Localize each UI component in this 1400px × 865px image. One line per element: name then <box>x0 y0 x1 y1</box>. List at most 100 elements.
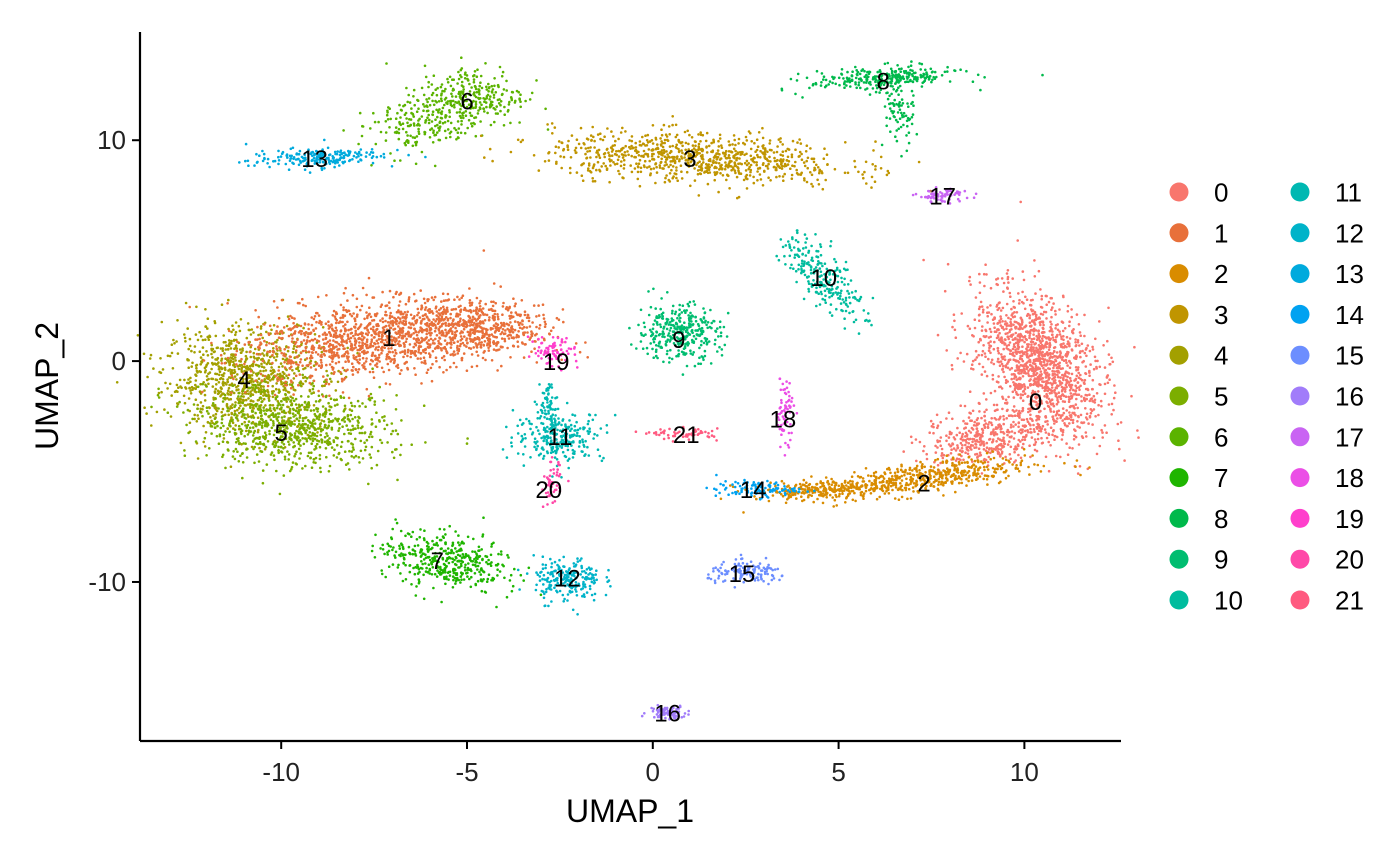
data-point <box>282 425 285 429</box>
data-point <box>673 160 677 163</box>
data-point <box>222 381 225 384</box>
data-point <box>237 406 241 410</box>
data-point <box>430 83 434 86</box>
data-point <box>569 171 572 175</box>
data-point <box>474 105 478 108</box>
data-point <box>193 413 196 417</box>
data-point <box>761 126 764 130</box>
data-point <box>745 163 749 167</box>
data-point <box>446 292 450 296</box>
data-point <box>452 103 456 107</box>
data-point <box>584 341 587 344</box>
data-point <box>623 151 627 154</box>
data-point <box>660 128 663 131</box>
data-point <box>299 384 302 387</box>
data-point <box>879 155 883 159</box>
data-point <box>445 334 448 337</box>
data-point <box>251 434 255 437</box>
data-point <box>823 147 826 150</box>
data-point <box>255 152 258 156</box>
data-point <box>402 355 405 359</box>
data-point <box>745 139 749 142</box>
data-point <box>289 379 293 383</box>
data-point <box>311 431 315 435</box>
data-point <box>276 425 280 429</box>
data-point <box>255 161 259 164</box>
data-point <box>346 335 350 338</box>
data-point <box>220 357 224 361</box>
data-point <box>759 156 762 159</box>
data-point <box>297 447 301 451</box>
data-point <box>367 394 371 398</box>
data-point <box>172 338 175 342</box>
data-point <box>609 146 613 149</box>
data-point <box>414 343 418 347</box>
data-point <box>331 160 335 164</box>
data-point <box>208 422 212 425</box>
data-point <box>268 407 272 410</box>
data-point <box>743 161 747 165</box>
data-point <box>406 354 409 358</box>
data-point <box>675 166 678 169</box>
data-point <box>917 160 921 164</box>
data-point <box>719 172 722 175</box>
data-point <box>467 118 471 122</box>
data-point <box>341 354 345 358</box>
data-point <box>456 348 459 352</box>
data-point <box>422 93 426 97</box>
data-point <box>604 164 607 168</box>
data-point <box>715 161 718 165</box>
data-point <box>198 330 201 334</box>
data-point <box>401 316 405 319</box>
data-point <box>297 430 300 434</box>
data-point <box>328 355 331 359</box>
data-point <box>396 363 400 367</box>
data-point <box>636 177 640 181</box>
data-point <box>307 327 311 331</box>
data-point <box>448 132 452 135</box>
data-point <box>352 154 356 158</box>
data-point <box>359 158 362 161</box>
data-point <box>602 152 606 156</box>
data-point <box>683 130 687 134</box>
cluster-5-points <box>150 365 469 496</box>
data-point <box>676 179 679 182</box>
data-point <box>171 367 175 370</box>
data-point <box>475 350 479 354</box>
data-point <box>340 377 344 381</box>
data-point <box>255 453 259 456</box>
data-point <box>272 324 276 327</box>
data-point <box>336 150 340 153</box>
data-point <box>292 321 295 325</box>
data-point <box>310 345 314 349</box>
data-point <box>355 305 359 309</box>
data-point <box>483 100 486 103</box>
data-point <box>603 135 606 138</box>
data-point <box>195 366 198 370</box>
data-point <box>228 344 231 348</box>
data-point <box>233 370 237 374</box>
data-point <box>509 334 512 337</box>
data-point <box>332 440 336 444</box>
data-point <box>182 394 186 398</box>
data-point <box>763 155 766 158</box>
data-point <box>242 395 245 398</box>
data-point <box>900 67 903 70</box>
data-point <box>615 162 619 166</box>
data-point <box>342 396 346 400</box>
data-point <box>793 164 796 168</box>
data-point <box>391 319 395 323</box>
data-point <box>363 326 367 330</box>
points-layer <box>115 56 1140 721</box>
data-point <box>465 442 469 445</box>
data-point <box>538 323 542 327</box>
data-point <box>312 348 315 352</box>
data-point <box>659 137 662 140</box>
data-point <box>671 123 674 127</box>
data-point <box>279 403 282 407</box>
data-point <box>232 360 235 364</box>
data-point <box>761 184 765 187</box>
data-point <box>715 152 718 155</box>
data-point <box>351 446 355 449</box>
data-point <box>237 395 240 398</box>
